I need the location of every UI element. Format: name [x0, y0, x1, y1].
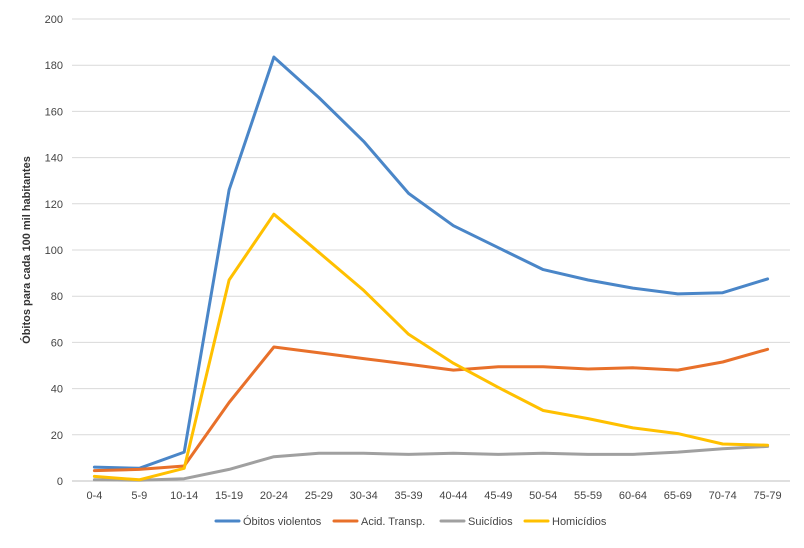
series-lines	[92, 55, 770, 482]
y-tick-label: 140	[45, 153, 63, 165]
x-tick-label: 65-69	[664, 490, 692, 502]
x-tick-label: 55-59	[574, 490, 602, 502]
y-tick-label: 60	[51, 337, 63, 349]
y-tick-label: 180	[45, 60, 63, 72]
y-tick-label: 200	[45, 14, 63, 26]
y-tick-label: 20	[51, 430, 63, 442]
x-axis-ticks: 0-4 5-9 10-14 15-19 20-24 25-29 30-34 35-39 40-4…	[86, 490, 781, 502]
x-tick-label: 20-24	[260, 490, 288, 502]
series-line-2	[92, 444, 770, 482]
x-tick-label: 70-74	[709, 490, 737, 502]
legend-label-3: Homicídios	[552, 516, 607, 528]
x-tick-label: 75-79	[753, 490, 781, 502]
x-tick-label: 25-29	[305, 490, 333, 502]
legend-label-2: Suicídios	[468, 516, 513, 528]
y-tick-label: 40	[51, 384, 63, 396]
x-tick-label: 10-14	[170, 490, 198, 502]
y-tick-label: 80	[51, 291, 63, 303]
x-tick-label: 30-34	[350, 490, 378, 502]
series-line-0	[92, 55, 770, 470]
gridlines	[72, 18, 790, 436]
x-tick-label: 60-64	[619, 490, 647, 502]
x-tick-label: 5-9	[131, 490, 147, 502]
series-line-1	[92, 345, 770, 473]
y-tick-label: 160	[45, 106, 63, 118]
y-axis-ticks: 0 20 40 60 80 100 120 140 160 180 200	[45, 14, 63, 488]
x-tick-label: 0-4	[86, 490, 102, 502]
x-tick-label: 45-49	[484, 490, 512, 502]
x-tick-label: 40-44	[439, 490, 467, 502]
x-tick-label: 15-19	[215, 490, 243, 502]
x-tick-label: 50-54	[529, 490, 557, 502]
y-tick-label: 120	[45, 199, 63, 211]
y-tick-label: 100	[45, 245, 63, 257]
y-axis-label: Óbitos para cada 100 mil habitantes	[20, 156, 33, 344]
series-line-3	[92, 212, 770, 482]
legend-label-0: Óbitos violentos	[243, 515, 322, 528]
y-tick-label: 0	[57, 476, 63, 488]
legend-label-1: Acid. Transp.	[361, 516, 425, 528]
legend: Óbitos violentos Acid. Transp. Suicídios Ho…	[214, 515, 607, 528]
x-tick-label: 35-39	[394, 490, 422, 502]
